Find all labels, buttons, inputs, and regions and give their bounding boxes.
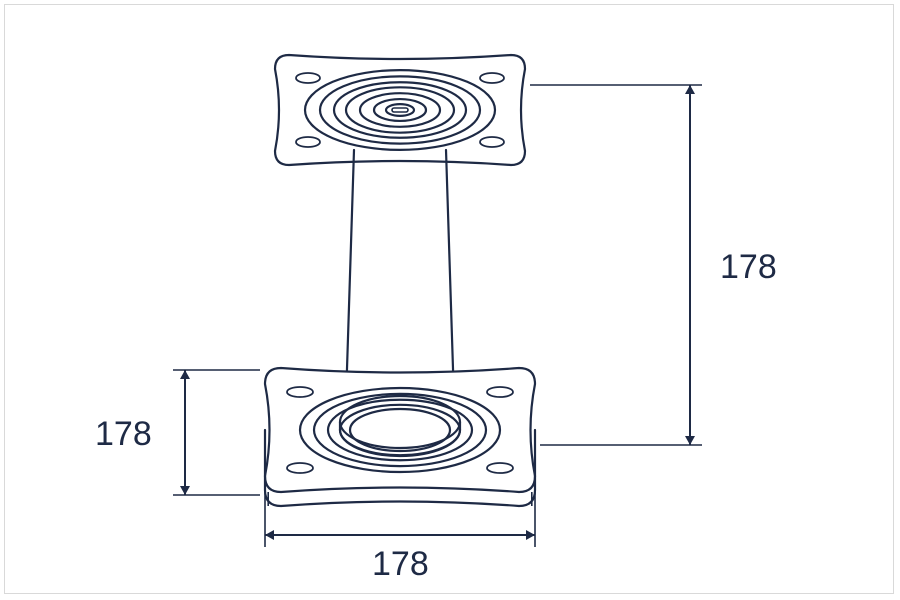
dim-base-depth-label: 178 xyxy=(95,415,152,454)
diagram-canvas: 178 178 178 xyxy=(0,0,900,600)
dim-height-label: 178 xyxy=(720,248,777,287)
dim-base-width-label: 178 xyxy=(372,545,429,584)
pedestal-drawing xyxy=(0,0,900,600)
